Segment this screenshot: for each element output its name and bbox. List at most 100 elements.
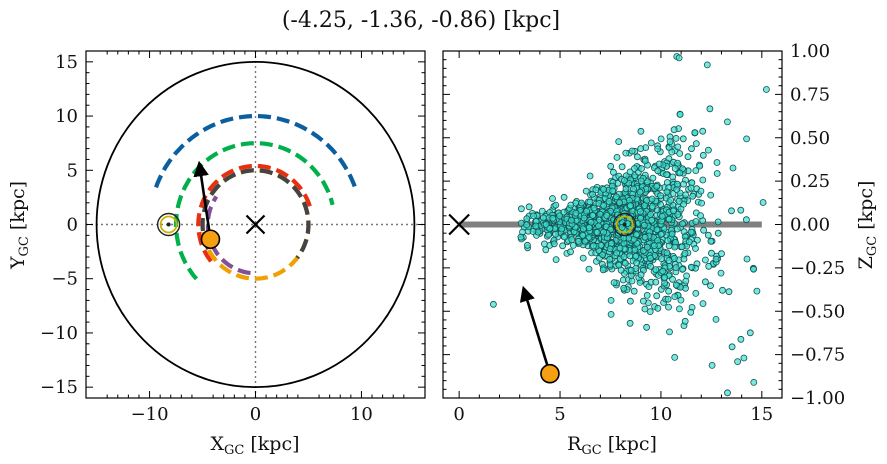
scatter-point xyxy=(658,255,665,263)
scatter-point xyxy=(649,174,657,182)
scatter-point xyxy=(676,305,683,313)
scatter-point xyxy=(589,190,596,198)
scatter-point xyxy=(668,148,676,156)
scatter-point xyxy=(579,232,587,239)
scatter-point xyxy=(680,180,687,188)
scatter-point xyxy=(648,195,656,203)
scatter-point xyxy=(654,304,662,312)
scatter-point xyxy=(583,207,590,215)
scatter-point xyxy=(585,224,593,232)
left-y-tick-label: 5 xyxy=(67,160,78,181)
scatter-point xyxy=(572,209,580,217)
scatter-point xyxy=(552,201,560,209)
scatter-point xyxy=(669,275,676,283)
scatter-point xyxy=(615,261,623,269)
scatter-point xyxy=(578,199,585,207)
scatter-point xyxy=(590,204,598,212)
right-y-tick-label: 0.00 xyxy=(790,215,830,236)
scatter-point xyxy=(530,212,537,220)
scatter-point xyxy=(622,149,630,157)
scatter-point xyxy=(729,164,737,172)
scatter-point xyxy=(687,263,695,271)
scatter-point xyxy=(705,262,713,270)
scatter-point xyxy=(637,127,645,135)
scatter-point xyxy=(704,231,712,239)
velocity-arrow xyxy=(193,160,212,240)
scatter-point xyxy=(628,147,636,155)
scatter-point xyxy=(668,230,676,238)
scatter-point xyxy=(702,256,709,264)
scatter-point xyxy=(728,343,736,351)
scatter-point xyxy=(719,286,726,294)
scatter-point xyxy=(647,139,655,147)
left-y-tick-label: −5 xyxy=(51,269,78,290)
scatter-point xyxy=(518,205,525,213)
galaxy-boundary-circle xyxy=(95,60,416,389)
scatter-point xyxy=(641,305,649,313)
right-y-tick-label: −0.50 xyxy=(790,301,845,322)
sun-center-dot xyxy=(166,222,171,227)
scatter-point xyxy=(705,146,712,154)
scatter-point xyxy=(633,231,640,239)
scatter-point xyxy=(687,184,695,192)
scatter-point xyxy=(665,303,672,311)
scatter-point xyxy=(637,145,645,153)
scatter-point xyxy=(552,230,559,238)
scatter-point xyxy=(679,265,686,273)
scatter-point xyxy=(549,214,557,222)
left-x-tick-label: −10 xyxy=(131,404,169,425)
scatter-point xyxy=(652,278,660,286)
left-plot-area xyxy=(86,51,425,398)
scatter-point xyxy=(641,157,649,165)
left-y-axis-label: YGC [kpc] xyxy=(7,181,32,270)
scatter-point xyxy=(688,145,695,153)
right-ticks: 0 5 10 15 −1.00 −0.75 −0.50 −0.25 0.00 0.25 0.50 0.… xyxy=(443,41,845,425)
scatter-point xyxy=(637,177,645,185)
scatter-point xyxy=(657,192,664,200)
scatter-point xyxy=(637,271,645,279)
scatter-point xyxy=(606,245,614,253)
scatter-point xyxy=(643,291,651,299)
scatter-point xyxy=(687,228,695,236)
scatter-point xyxy=(713,170,721,177)
left-x-tick-label: 0 xyxy=(250,404,261,425)
figure-title: (-4.25, -1.36, -0.86) [kpc] xyxy=(282,8,560,33)
scatter-point xyxy=(708,249,715,257)
scatter-point xyxy=(606,255,614,263)
scatter-point xyxy=(687,308,695,316)
scatter-point xyxy=(627,202,634,210)
left-y-tick-label: 0 xyxy=(67,215,78,236)
sun-marker xyxy=(159,215,178,234)
scatter-point xyxy=(596,210,604,218)
left-y-tick-label: −15 xyxy=(40,377,78,398)
scatter-point xyxy=(549,195,556,202)
scatter-point xyxy=(546,225,554,232)
scatter-point xyxy=(663,249,671,257)
scatter-point xyxy=(676,111,684,118)
scatter-point xyxy=(663,171,671,179)
scatter-point xyxy=(666,138,674,146)
scatter-point xyxy=(593,228,601,236)
scatter-point xyxy=(714,218,722,226)
scatter-point xyxy=(670,126,678,134)
scatter-point xyxy=(706,105,714,113)
scatter-point xyxy=(636,188,644,196)
scatter-point xyxy=(568,216,575,224)
scatter-point xyxy=(603,212,611,219)
scatter-point xyxy=(763,86,770,93)
scatter-point xyxy=(679,220,686,228)
scatter-point xyxy=(743,135,750,143)
spiral-arm-1 xyxy=(173,141,335,281)
scatter-point xyxy=(599,266,607,274)
left-y-tick-label: −10 xyxy=(40,323,78,344)
right-x-tick-label: 5 xyxy=(554,404,565,425)
scatter-point xyxy=(734,358,741,366)
scatter-point xyxy=(707,191,715,199)
scatter-point xyxy=(628,277,636,285)
scatter-point xyxy=(717,269,725,277)
scatter-point xyxy=(621,177,628,184)
scatter-point xyxy=(691,129,699,137)
scatter-point xyxy=(616,244,624,252)
scatter-point xyxy=(647,254,654,262)
scatter-point xyxy=(664,295,672,303)
